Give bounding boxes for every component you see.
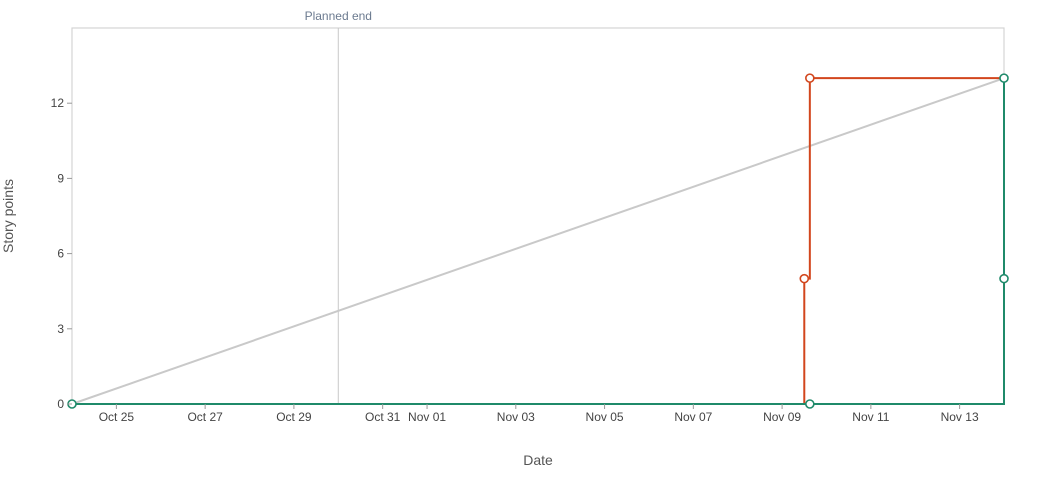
x-tick-label: Oct 25 [99,410,135,424]
planned-end-label: Planned end [305,9,372,23]
x-tick-label: Nov 03 [497,410,535,424]
x-tick-label: Nov 09 [763,410,801,424]
series-2-point[interactable] [999,273,1009,284]
plot-area-frame [71,27,1005,405]
y-axis-title: Story points [0,179,16,253]
x-tick-label: Oct 27 [187,410,223,424]
series-line-0 [71,77,1005,405]
series-layer [71,77,1005,405]
y-tick-label: 3 [57,322,64,336]
x-tick-label: Oct 31 [365,410,401,424]
y-tick-label: 0 [57,397,64,411]
series-2-point[interactable] [805,399,815,409]
x-tick-label: Nov 07 [674,410,712,424]
series-1-point[interactable] [805,73,815,83]
y-tick-label: 6 [57,247,64,261]
y-tick-label: 12 [51,96,65,110]
x-tick-label: Nov 05 [586,410,624,424]
x-axis-title: Date [523,452,553,468]
x-tick-label: Nov 01 [408,410,446,424]
series-2-point[interactable] [999,73,1009,83]
y-tick-label: 9 [57,171,64,185]
y-axis: 0 3 6 9 12 [51,96,72,411]
x-axis: Oct 25 Oct 27 Oct 29 Oct 31 Nov 01 Nov 03 Nov … [99,404,979,424]
x-tick-label: Nov 13 [941,410,979,424]
series-1-point[interactable] [799,273,810,284]
x-tick-label: Oct 29 [276,410,312,424]
annotations-layer: Planned end [305,9,372,404]
markers-layer [67,73,1009,409]
x-tick-label: Nov 11 [852,410,889,424]
series-line-2 [72,78,1005,405]
